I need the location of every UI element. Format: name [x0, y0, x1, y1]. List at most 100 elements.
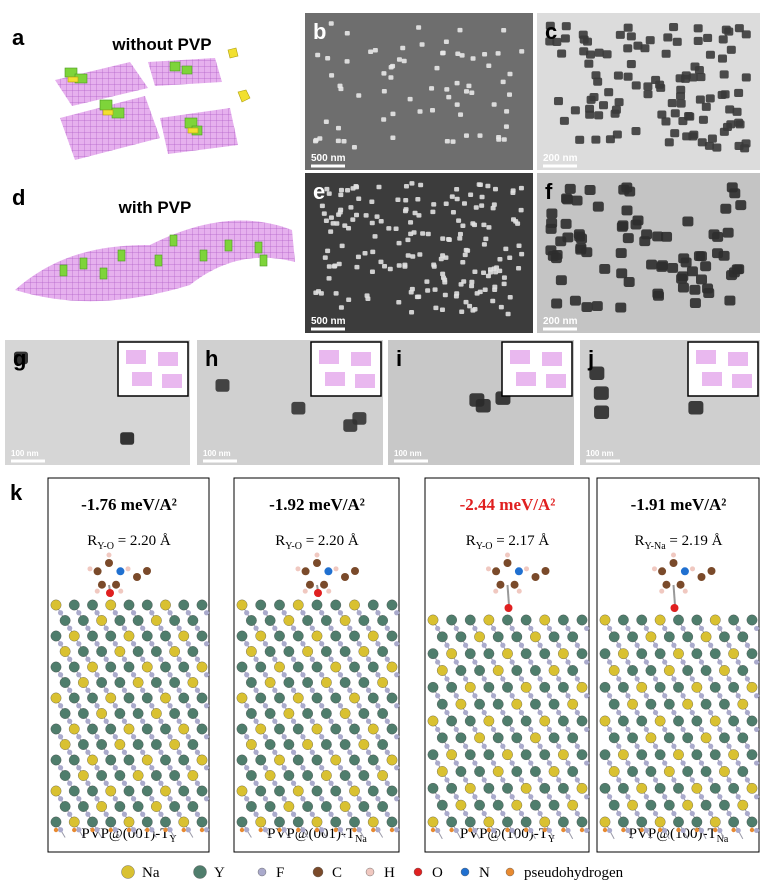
atom-y — [106, 817, 116, 827]
atom-y — [710, 682, 720, 692]
atom-f — [644, 693, 649, 698]
atom-y — [246, 677, 256, 687]
particle — [460, 223, 465, 228]
atom-f — [300, 734, 305, 739]
atom-f — [454, 693, 459, 698]
atom-y — [256, 662, 266, 672]
atom-y — [312, 755, 322, 765]
particle — [676, 92, 685, 100]
atom-y — [78, 646, 88, 656]
atom-f — [272, 626, 277, 631]
particle — [363, 251, 368, 256]
distance-subscript: Y-O — [97, 541, 114, 552]
atom-y — [655, 783, 665, 793]
atom-y — [377, 801, 387, 811]
atom-f — [186, 641, 191, 646]
atom-f — [547, 794, 552, 799]
atom-y — [106, 724, 116, 734]
atom-y — [377, 646, 387, 656]
particle — [733, 108, 742, 116]
atom-y — [312, 786, 322, 796]
particle — [444, 39, 449, 44]
atom-c — [496, 581, 504, 589]
atom-f — [472, 760, 477, 765]
atom-na — [293, 693, 303, 703]
atom-na — [558, 648, 568, 658]
atom-f — [472, 828, 477, 833]
atom-f — [671, 643, 676, 648]
particle — [735, 200, 746, 210]
atom-f — [195, 781, 200, 786]
atom-na — [728, 648, 738, 658]
particle — [409, 290, 414, 295]
particle — [352, 412, 366, 425]
atom-na — [738, 800, 748, 810]
atom-f — [444, 744, 449, 749]
micrograph: h100 nm — [197, 340, 383, 465]
atom-y — [738, 766, 748, 776]
scale-bar-label: 100 nm — [394, 449, 422, 458]
atom-f — [67, 626, 72, 631]
atom-f — [491, 727, 496, 732]
particle — [404, 184, 409, 189]
atom-pseudohydrogen — [371, 828, 375, 832]
atom-f — [556, 811, 561, 816]
schematic-sheet — [15, 221, 295, 302]
distance-value: = 2.20 Å — [114, 533, 171, 549]
atom-f — [204, 641, 209, 646]
atom-f — [482, 676, 487, 681]
particle — [476, 399, 491, 413]
atom-f — [726, 710, 731, 715]
particle — [546, 224, 557, 234]
atom-f — [338, 765, 343, 770]
atom-f — [644, 794, 649, 799]
atom-na — [664, 665, 674, 675]
atom-y — [331, 600, 341, 610]
atom-pseudohydrogen — [296, 828, 300, 832]
atom-na — [312, 817, 322, 827]
distance-value: = 2.19 Å — [666, 533, 723, 549]
atom-f — [253, 750, 258, 755]
atom-f — [300, 610, 305, 615]
atom-y — [377, 615, 387, 625]
atom-f — [519, 710, 524, 715]
atom-f — [357, 610, 362, 615]
atom-na — [456, 699, 466, 709]
atom-y — [728, 817, 738, 827]
atom-na — [359, 646, 369, 656]
particle — [469, 90, 474, 95]
atom-y — [274, 786, 284, 796]
atom-y — [256, 693, 266, 703]
atom-f — [58, 610, 63, 615]
particle — [403, 209, 408, 214]
particle — [724, 28, 733, 36]
particle — [661, 232, 672, 242]
atom-y — [302, 708, 312, 718]
atom-f — [263, 610, 268, 615]
atom-na — [465, 682, 475, 692]
inset-sheet — [132, 372, 152, 386]
atom-na — [284, 708, 294, 718]
atom-f — [482, 777, 487, 782]
atom-f — [736, 693, 741, 698]
atom-f — [644, 727, 649, 732]
particle — [406, 253, 411, 258]
legend: NaYFCHONpseudohydrogen — [122, 865, 624, 881]
particle — [677, 99, 686, 107]
atom-f — [754, 693, 759, 698]
atom-f — [510, 693, 515, 698]
atom-y — [465, 716, 475, 726]
micrograph: i100 nm — [388, 340, 574, 465]
atom-f — [300, 765, 305, 770]
particle — [624, 277, 635, 287]
particle — [667, 263, 678, 273]
atom-f — [140, 781, 145, 786]
particle — [676, 274, 687, 284]
atom-na — [618, 749, 628, 759]
particle — [696, 251, 707, 261]
particle — [497, 257, 502, 262]
atom-c — [313, 559, 321, 567]
atom-y — [437, 733, 447, 743]
atom-na — [160, 693, 170, 703]
atom-f — [204, 610, 209, 615]
